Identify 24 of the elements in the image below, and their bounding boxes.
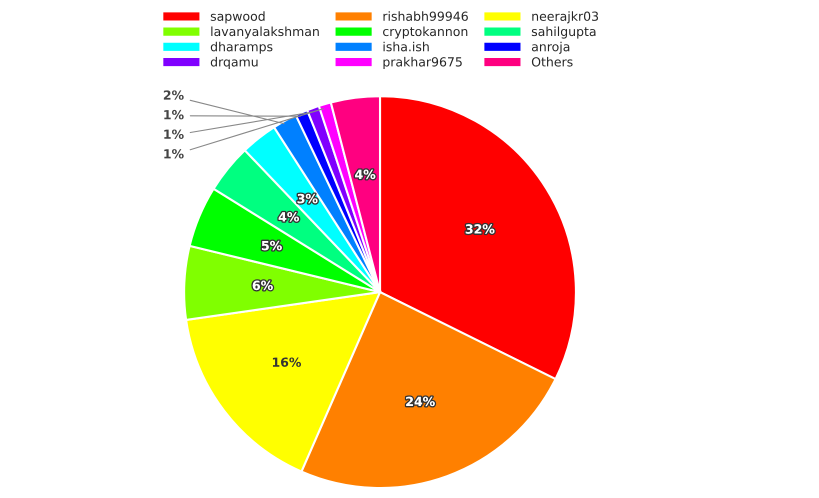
data-label: 32% — [466, 224, 494, 234]
data-label: 5% — [262, 240, 282, 250]
legend-label: anroja — [532, 42, 570, 54]
data-label: 4% — [278, 212, 299, 222]
legend-label: dharamps — [210, 42, 272, 54]
data-label: 16% — [272, 357, 302, 367]
legend-label: rishabh99946 — [383, 11, 468, 21]
legend-label: sahilgupta — [532, 26, 596, 39]
legend-label: sapwood — [210, 11, 265, 24]
legend-label: neerajkr03 — [532, 11, 598, 24]
legend-label: lavanyalakshman — [211, 26, 319, 39]
data-label: 6% — [252, 280, 273, 290]
data-label: 2% — [164, 90, 184, 100]
data-label: 4% — [355, 170, 376, 180]
data-label: 24% — [406, 396, 435, 406]
legend-label: Others — [532, 56, 573, 67]
data-label: 1% — [164, 110, 184, 120]
legend-label: cryptokannon — [383, 26, 468, 39]
legend-label: prakhar9675 — [383, 56, 462, 70]
data-label: 1% — [164, 149, 184, 159]
data-label: 1% — [164, 130, 184, 139]
legend-label: drqamu — [210, 56, 258, 70]
legend-label: isha.ish — [384, 42, 429, 52]
data-label: 3% — [298, 194, 318, 204]
